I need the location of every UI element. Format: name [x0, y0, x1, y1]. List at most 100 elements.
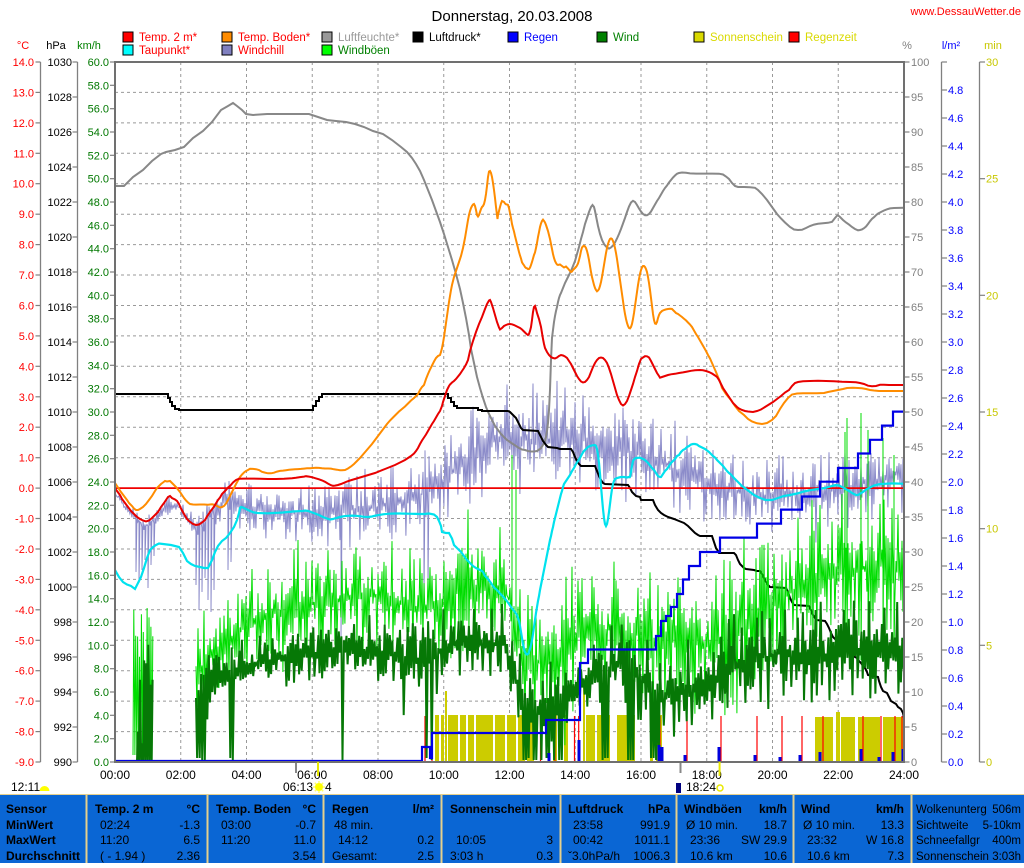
svg-text:www.DessauWetter.de: www.DessauWetter.de — [910, 6, 1021, 18]
svg-text:75: 75 — [911, 232, 923, 244]
svg-text:15: 15 — [986, 407, 998, 419]
svg-text:5-10km: 5-10km — [983, 820, 1021, 832]
svg-text:3.0: 3.0 — [19, 392, 34, 404]
svg-text:1000: 1000 — [48, 582, 72, 594]
svg-text:0.2: 0.2 — [948, 729, 963, 741]
svg-text:0.6: 0.6 — [948, 673, 963, 685]
svg-text:0: 0 — [911, 757, 917, 769]
svg-text:3: 3 — [546, 833, 553, 847]
svg-text:-0.7: -0.7 — [295, 818, 316, 832]
svg-text:0.0: 0.0 — [19, 483, 34, 495]
svg-text:-3.0: -3.0 — [15, 574, 34, 586]
svg-text:4.0: 4.0 — [948, 197, 963, 209]
svg-text:1.2: 1.2 — [948, 589, 963, 601]
svg-text:Durchschnitt: Durchschnitt — [6, 849, 80, 863]
svg-text:06:00: 06:00 — [297, 768, 327, 782]
svg-text:1.6: 1.6 — [948, 533, 963, 545]
svg-text:2.0: 2.0 — [94, 734, 109, 746]
svg-text:52.0: 52.0 — [88, 150, 109, 162]
svg-text:3.0: 3.0 — [948, 337, 963, 349]
svg-text:1012: 1012 — [48, 372, 72, 384]
svg-text:10.6 km: 10.6 km — [690, 849, 733, 863]
svg-text:4.8: 4.8 — [948, 85, 963, 97]
svg-text:%: % — [902, 40, 912, 52]
svg-text:Wolkenunterg: Wolkenunterg — [916, 804, 987, 816]
svg-text:Regen: Regen — [332, 802, 369, 816]
svg-text:3.54: 3.54 — [293, 849, 317, 863]
svg-text:400m: 400m — [992, 835, 1021, 847]
svg-text:9.0: 9.0 — [19, 209, 34, 221]
svg-text:2.2: 2.2 — [948, 449, 963, 461]
svg-text:991.9: 991.9 — [640, 818, 670, 832]
svg-text:Schneefallgr: Schneefallgr — [916, 835, 980, 847]
svg-text:16.0: 16.0 — [88, 570, 109, 582]
svg-text:0.4: 0.4 — [948, 701, 963, 713]
svg-text:Luftdruck*: Luftdruck* — [429, 32, 481, 44]
svg-text:°C: °C — [303, 802, 317, 816]
svg-text:14.0: 14.0 — [13, 57, 34, 69]
svg-text:12:00: 12:00 — [494, 768, 524, 782]
svg-text:0.8: 0.8 — [948, 645, 963, 657]
svg-text:Temp. Boden: Temp. Boden — [216, 802, 291, 816]
svg-text:6.5: 6.5 — [183, 833, 200, 847]
svg-text:2.5: 2.5 — [417, 849, 434, 863]
svg-text:10: 10 — [986, 524, 998, 536]
svg-text:1018: 1018 — [48, 267, 72, 279]
svg-text:11.0: 11.0 — [13, 148, 34, 160]
svg-text:04:00: 04:00 — [231, 768, 261, 782]
svg-text:0.2: 0.2 — [417, 833, 434, 847]
svg-text:26.0: 26.0 — [88, 454, 109, 466]
svg-text:20: 20 — [986, 290, 998, 302]
svg-text:16:00: 16:00 — [626, 768, 656, 782]
svg-text:4.4: 4.4 — [948, 141, 963, 153]
svg-text:22:00: 22:00 — [823, 768, 853, 782]
svg-text:SW 29.9: SW 29.9 — [741, 833, 787, 847]
svg-text:Sensor: Sensor — [6, 802, 47, 816]
svg-text:50.0: 50.0 — [88, 174, 109, 186]
svg-text:23:36: 23:36 — [690, 833, 720, 847]
svg-text:994: 994 — [54, 687, 72, 699]
svg-text:4.6: 4.6 — [948, 113, 963, 125]
svg-text:2.36: 2.36 — [177, 849, 201, 863]
svg-text:60: 60 — [911, 337, 923, 349]
svg-text:Windböen: Windböen — [338, 45, 390, 57]
svg-text:2.8: 2.8 — [948, 365, 963, 377]
svg-text:990: 990 — [54, 757, 72, 769]
svg-text:08:00: 08:00 — [363, 768, 393, 782]
svg-text:15: 15 — [911, 652, 923, 664]
svg-text:Regen: Regen — [524, 32, 558, 44]
svg-text:13.0: 13.0 — [13, 87, 34, 99]
svg-text:1.4: 1.4 — [948, 561, 963, 573]
svg-text:10.6 km: 10.6 km — [807, 849, 850, 863]
svg-text:95: 95 — [911, 92, 923, 104]
svg-text:0.3: 0.3 — [536, 849, 553, 863]
svg-text:( - 1.94 ): ( - 1.94 ) — [100, 849, 145, 863]
svg-text:55: 55 — [911, 372, 923, 384]
svg-text:2.0: 2.0 — [19, 422, 34, 434]
svg-text:3.4: 3.4 — [948, 281, 963, 293]
svg-text:48.0: 48.0 — [88, 197, 109, 209]
svg-text:7.0: 7.0 — [19, 270, 34, 282]
svg-text:-2.0: -2.0 — [15, 544, 34, 556]
svg-text:MaxWert: MaxWert — [6, 833, 56, 847]
svg-text:Donnerstag, 20.03.2008: Donnerstag, 20.03.2008 — [432, 8, 593, 25]
svg-text:35: 35 — [911, 512, 923, 524]
svg-text:Regenzeit: Regenzeit — [805, 32, 858, 44]
svg-text:2.6: 2.6 — [948, 393, 963, 405]
svg-text:4.0: 4.0 — [94, 710, 109, 722]
svg-text:7.3: 7.3 — [887, 849, 904, 863]
svg-text:65: 65 — [911, 302, 923, 314]
svg-text:Sonnenschein: Sonnenschein — [916, 851, 989, 863]
svg-text:30: 30 — [986, 57, 998, 69]
svg-text:Gesamt:: Gesamt: — [332, 849, 377, 863]
svg-text:l/m²: l/m² — [942, 40, 961, 52]
svg-text:48 min.: 48 min. — [334, 818, 373, 832]
svg-text:18:00: 18:00 — [692, 768, 722, 782]
svg-text:10:00: 10:00 — [429, 768, 459, 782]
svg-text:4.0: 4.0 — [19, 361, 34, 373]
svg-text:Luftfeuchte*: Luftfeuchte* — [338, 32, 400, 44]
svg-text:3.2: 3.2 — [948, 309, 963, 321]
svg-text:2.4: 2.4 — [948, 421, 963, 433]
svg-text:1.0: 1.0 — [948, 617, 963, 629]
svg-text:-8.0: -8.0 — [15, 727, 34, 739]
